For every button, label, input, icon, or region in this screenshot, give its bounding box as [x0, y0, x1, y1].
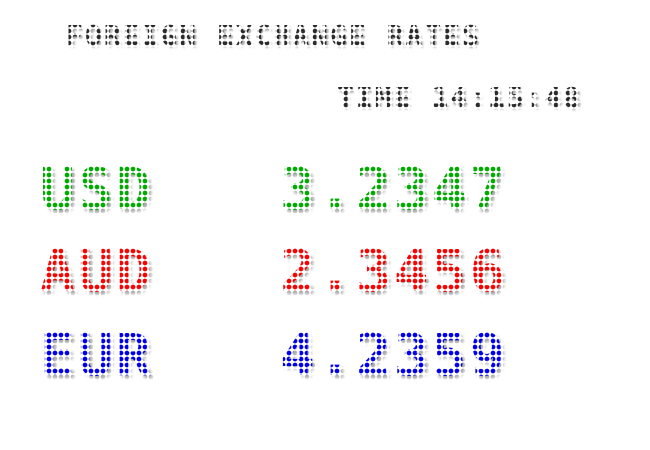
currency-code-aud: AUD: [40, 237, 154, 305]
currency-rate-usd: 3.2347: [280, 155, 508, 223]
currency-rate-eur: 4.2359: [280, 321, 508, 389]
board-title: FOREIGN EXCHANGE RATES: [66, 19, 481, 52]
rate-row-usd: USD 3.2347: [0, 160, 650, 220]
rate-row-aud: AUD 2.3456: [0, 242, 650, 302]
currency-rate-aud: 2.3456: [280, 237, 508, 305]
currency-code-eur: EUR: [40, 321, 154, 389]
rate-row-eur: EUR 4.2359: [0, 326, 650, 386]
currency-code-usd: USD: [40, 155, 154, 223]
time-display: TIME 14:15:48: [337, 81, 583, 114]
